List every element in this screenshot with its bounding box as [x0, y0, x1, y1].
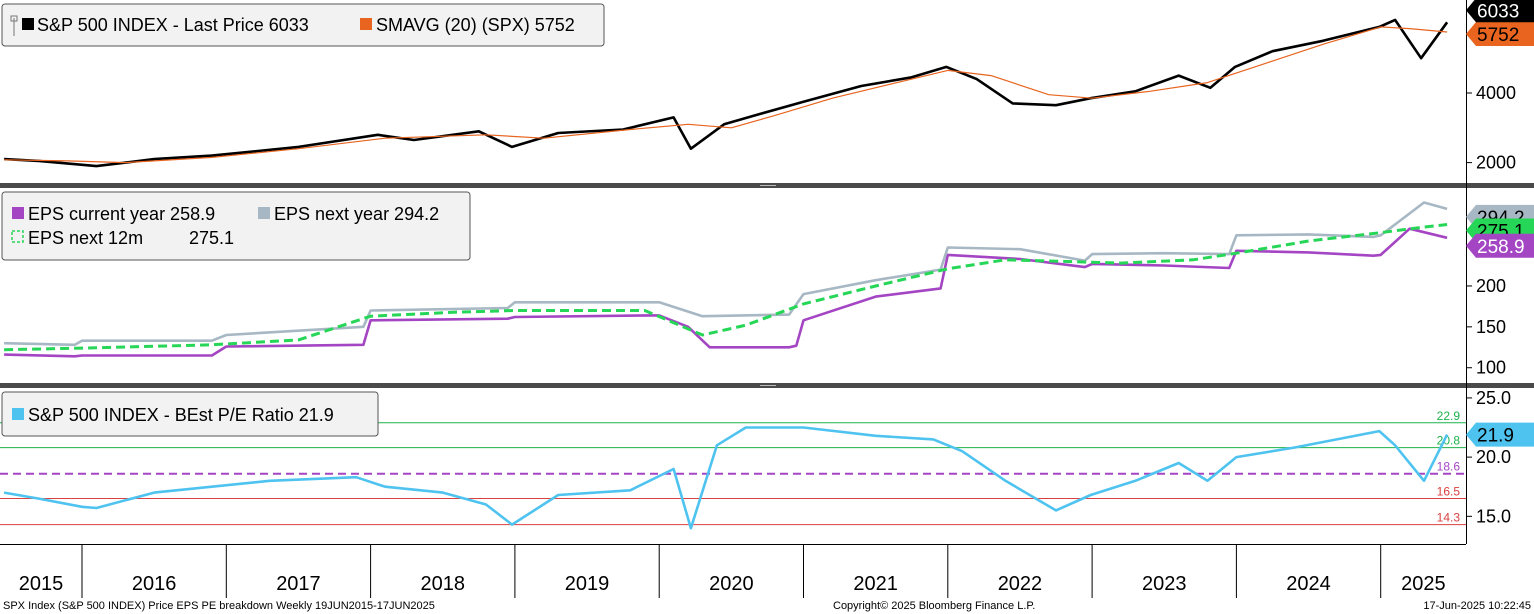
- series-eps-next-year-294-2: [4, 201, 1448, 347]
- price-ytick-label: 2000: [1476, 153, 1516, 173]
- level-label-16-5: 16.5: [1437, 485, 1461, 499]
- level-label-22-9: 22.9: [1437, 409, 1461, 423]
- price-legend-swatch-sma: [360, 18, 372, 30]
- footer-copyright: Copyright© 2025 Bloomberg Finance L.P.: [833, 600, 1035, 612]
- pe-legend[interactable]: S&P 500 INDEX - BEst P/E Ratio 21.9: [1, 391, 379, 437]
- eps-legend-label-next-year: EPS next year 294.2: [274, 204, 439, 224]
- badge-price-last-text: 6033: [1477, 1, 1519, 22]
- year-label-2025: 2025: [1401, 573, 1446, 595]
- badge-price-last-shape: [1466, 0, 1534, 23]
- pe-ytick-label: 15.0: [1476, 506, 1511, 526]
- eps-legend-swatch-next-12m: [11, 230, 24, 243]
- year-label-2015: 2015: [19, 573, 64, 595]
- eps-legend-swatch-next-year: [258, 207, 270, 219]
- year-label-2017: 2017: [276, 573, 321, 595]
- badge-price-last: 6033: [1466, 0, 1534, 22]
- badge-price-sma-shape: [1466, 22, 1534, 47]
- badge-pe-last-text: 21.9: [1477, 426, 1514, 447]
- year-label-2020: 2020: [709, 573, 754, 595]
- series-s-p-500-index-best-p-e-ratio-21-9: [3, 426, 1449, 530]
- eps-ytick-label: 100: [1476, 358, 1506, 378]
- badge-eps-current-text: 258.9: [1477, 237, 1525, 258]
- footer-description: SPX Index (S&P 500 INDEX) Price EPS PE b…: [3, 600, 435, 612]
- series-smavg-20-spx-5752: [4, 26, 1448, 164]
- badge-pe-last: 21.9: [1466, 422, 1534, 447]
- eps-ytick-label: 200: [1476, 276, 1506, 296]
- pe-ytick-label: 20.0: [1476, 447, 1511, 467]
- badge-price-sma-text: 5752: [1477, 25, 1519, 46]
- price-legend-swatch-last: [22, 18, 34, 30]
- price-legend-label-last: S&P 500 INDEX - Last Price 6033: [37, 15, 309, 35]
- year-label-2022: 2022: [998, 573, 1043, 595]
- price-legend[interactable]: S&P 500 INDEX - Last Price 6033 SMAVG (20…: [1, 3, 605, 47]
- level-label-14-3: 14.3: [1437, 511, 1461, 525]
- pe-legend-box: [1, 391, 379, 437]
- eps-legend-label-current: EPS current year 258.9: [28, 204, 215, 224]
- pe-legend-swatch: [12, 408, 24, 420]
- series-eps-next-12m-275-1: [4, 223, 1448, 352]
- badge-eps-current-shape: [1466, 233, 1534, 258]
- badge-price-sma: 5752: [1466, 22, 1534, 47]
- eps-legend-label-next-12m: EPS next 12m: [28, 228, 143, 248]
- pe-legend-label: S&P 500 INDEX - BEst P/E Ratio 21.9: [28, 405, 334, 425]
- year-label-2016: 2016: [132, 573, 177, 595]
- year-label-2021: 2021: [853, 573, 898, 595]
- eps-ytick-label: 150: [1476, 317, 1506, 337]
- pe-ytick-label: 25.0: [1476, 388, 1511, 408]
- year-label-2024: 2024: [1286, 573, 1331, 595]
- price-legend-label-sma: SMAVG (20) (SPX) 5752: [376, 15, 575, 35]
- price-legend-pin-head: [10, 15, 18, 22]
- badge-eps-current: 258.9: [1466, 233, 1534, 258]
- eps-legend-box: [1, 191, 471, 261]
- price-ytick-label: 4000: [1476, 83, 1516, 103]
- level-label-18-6: 18.6: [1437, 460, 1461, 474]
- year-label-2018: 2018: [421, 573, 466, 595]
- eps-legend-swatch-current: [12, 207, 24, 219]
- price-legend-box: [1, 3, 605, 47]
- year-label-2023: 2023: [1142, 573, 1187, 595]
- eps-legend[interactable]: EPS current year 258.9 EPS next year 294.…: [1, 191, 471, 261]
- badge-pe-last-shape: [1466, 422, 1534, 447]
- eps-legend-value-next-12m: 275.1: [189, 228, 234, 248]
- series-s-p-500-index-last-price-6033: [4, 18, 1449, 168]
- year-label-2019: 2019: [565, 573, 610, 595]
- footer-timestamp: 17-Jun-2025 10:22:45: [1423, 600, 1531, 612]
